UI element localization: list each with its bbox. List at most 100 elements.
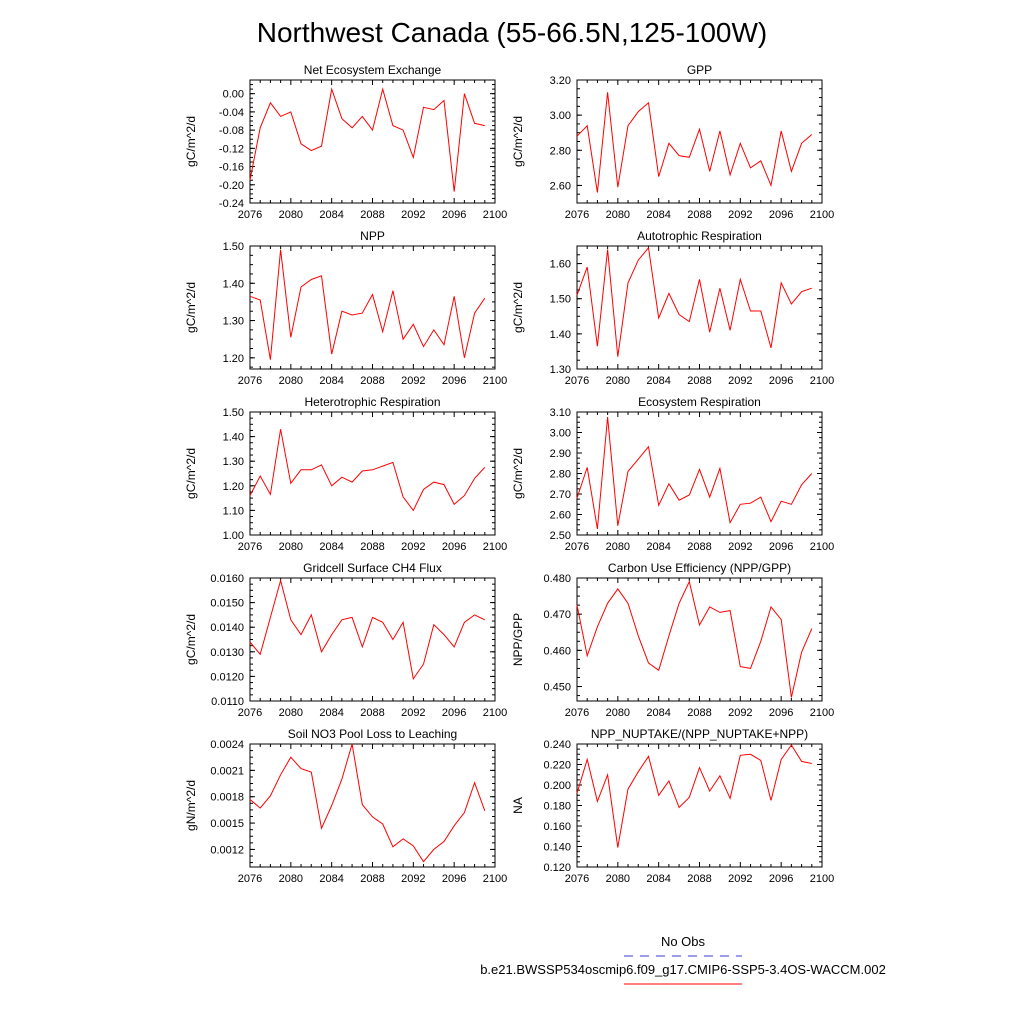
y-tick-label: 0.450 bbox=[543, 682, 571, 694]
legend: No Obs b.e21.BWSSP534oscmip6.f09_g17.CMI… bbox=[480, 934, 886, 985]
panel-7: Gridcell Surface CH4 Flux gC/m^2/d 2076 208… bbox=[184, 561, 507, 719]
panel-title: Gridcell Surface CH4 Flux bbox=[303, 561, 442, 575]
panel-1: Net Ecosystem Exchange gC/m^2/d 2076 2080 20… bbox=[184, 63, 507, 221]
y-tick-label: 1.20 bbox=[223, 353, 244, 365]
series-line-1 bbox=[249, 429, 486, 512]
x-tick-label: 2080 bbox=[606, 707, 630, 719]
x-tick-label: 2084 bbox=[319, 707, 343, 719]
y-tick-label: 0.180 bbox=[543, 801, 571, 813]
y-tick-label: 2.90 bbox=[550, 448, 571, 460]
legend-case-label: b.e21.BWSSP534oscmip6.f09_g17.CMIP6-SSP5… bbox=[480, 962, 886, 977]
panel-2: GPP gC/m^2/d 2076 2080 2084 2088 2092 2096 2100 2… bbox=[511, 63, 834, 221]
x-tick-label: 2096 bbox=[442, 873, 466, 885]
y-tick-label: 1.40 bbox=[223, 432, 244, 444]
y-axis-label: NPP/GPP bbox=[511, 613, 525, 666]
y-tick-label: 0.0015 bbox=[210, 818, 244, 830]
plot-frame bbox=[249, 577, 496, 702]
y-tick-label: 2.70 bbox=[550, 489, 571, 501]
x-tick-label: 2096 bbox=[442, 209, 466, 221]
panel-title: Heterotrophic Respiration bbox=[304, 395, 440, 409]
plot-frame bbox=[576, 577, 823, 702]
x-tick-label: 2088 bbox=[687, 873, 711, 885]
x-tick-label: 2080 bbox=[606, 873, 630, 885]
y-tick-label: 0.120 bbox=[543, 862, 571, 874]
x-tick-label: 2080 bbox=[606, 209, 630, 221]
series-line-1 bbox=[576, 744, 812, 848]
x-tick-label: 2084 bbox=[646, 873, 670, 885]
plot-frame bbox=[576, 79, 823, 204]
y-tick-label: 0.160 bbox=[543, 821, 571, 833]
x-tick-label: 2100 bbox=[810, 541, 834, 553]
x-tick-label: 2084 bbox=[319, 209, 343, 221]
x-tick-label: 2088 bbox=[687, 541, 711, 553]
y-tick-label: 1.50 bbox=[550, 294, 571, 306]
plot-frame bbox=[249, 411, 496, 536]
y-tick-label: 2.60 bbox=[550, 180, 571, 192]
y-tick-label: 0.240 bbox=[543, 739, 571, 751]
x-tick-label: 2100 bbox=[483, 707, 507, 719]
y-tick-label: 2.60 bbox=[550, 510, 571, 522]
x-tick-label: 2092 bbox=[401, 209, 425, 221]
series-line-1 bbox=[576, 92, 813, 193]
panel-title: Soil NO3 Pool Loss to Leaching bbox=[288, 727, 457, 741]
x-tick-label: 2092 bbox=[401, 375, 425, 387]
y-axis-label: gC/m^2/d bbox=[184, 448, 198, 499]
x-tick-label: 2084 bbox=[646, 707, 670, 719]
plot-frame bbox=[576, 411, 823, 536]
x-tick-label: 2096 bbox=[769, 541, 793, 553]
x-tick-label: 2096 bbox=[769, 375, 793, 387]
panel-title: NPP_NUPTAKE/(NPP_NUPTAKE+NPP) bbox=[591, 727, 808, 741]
y-tick-label: -0.20 bbox=[219, 180, 244, 192]
x-tick-label: 2092 bbox=[401, 541, 425, 553]
x-tick-label: 2100 bbox=[810, 375, 834, 387]
y-tick-label: -0.24 bbox=[219, 198, 244, 210]
y-tick-label: 0.0140 bbox=[210, 622, 244, 634]
x-tick-label: 2100 bbox=[483, 209, 507, 221]
y-tick-label: 1.20 bbox=[223, 481, 244, 493]
x-tick-label: 2088 bbox=[360, 541, 384, 553]
x-tick-label: 2092 bbox=[728, 209, 752, 221]
y-axis-label: NA bbox=[511, 797, 525, 814]
y-tick-label: 0.460 bbox=[543, 645, 571, 657]
x-tick-label: 2076 bbox=[565, 541, 589, 553]
x-tick-label: 2100 bbox=[810, 209, 834, 221]
y-tick-label: -0.04 bbox=[219, 107, 244, 119]
x-tick-label: 2100 bbox=[810, 707, 834, 719]
y-tick-label: 0.480 bbox=[543, 573, 571, 585]
x-tick-label: 2088 bbox=[687, 375, 711, 387]
x-tick-label: 2092 bbox=[728, 375, 752, 387]
x-tick-label: 2076 bbox=[565, 707, 589, 719]
panel-9: Soil NO3 Pool Loss to Leaching gN/m^2/d 20… bbox=[184, 727, 507, 885]
plot-frame bbox=[249, 743, 496, 868]
series-line-1 bbox=[576, 580, 813, 698]
series-line-1 bbox=[249, 743, 486, 863]
y-tick-label: 1.40 bbox=[223, 278, 244, 290]
x-tick-label: 2088 bbox=[360, 375, 384, 387]
series-line-1 bbox=[249, 578, 486, 681]
y-tick-label: 0.0018 bbox=[210, 792, 244, 804]
y-tick-label: 1.40 bbox=[550, 329, 571, 341]
x-tick-label: 2088 bbox=[360, 873, 384, 885]
panel-8: Carbon Use Efficiency (NPP/GPP) NPP/GPP 20… bbox=[511, 561, 834, 719]
x-tick-label: 2088 bbox=[360, 707, 384, 719]
y-tick-label: 2.80 bbox=[550, 145, 571, 157]
x-tick-label: 2080 bbox=[606, 541, 630, 553]
y-tick-label: 3.10 bbox=[550, 407, 571, 419]
y-tick-label: 0.200 bbox=[543, 780, 571, 792]
x-tick-label: 2080 bbox=[606, 375, 630, 387]
y-axis-label: gC/m^2/d bbox=[511, 282, 525, 333]
x-tick-label: 2096 bbox=[769, 209, 793, 221]
plot-frame bbox=[249, 79, 496, 204]
x-tick-label: 2096 bbox=[769, 873, 793, 885]
y-tick-label: 0.0120 bbox=[210, 671, 244, 683]
series-line-1 bbox=[576, 246, 812, 357]
x-tick-label: 2076 bbox=[238, 375, 262, 387]
figure-title: Northwest Canada (55-66.5N,125-100W) bbox=[257, 17, 767, 48]
x-tick-label: 2096 bbox=[442, 707, 466, 719]
y-axis-label: gC/m^2/d bbox=[184, 614, 198, 665]
y-axis-label: gN/m^2/d bbox=[184, 780, 198, 831]
x-tick-label: 2092 bbox=[728, 541, 752, 553]
series-line-1 bbox=[576, 417, 813, 529]
panels: Net Ecosystem Exchange gC/m^2/d 2076 2080 20… bbox=[184, 63, 834, 885]
y-tick-label: 0.00 bbox=[223, 89, 244, 101]
